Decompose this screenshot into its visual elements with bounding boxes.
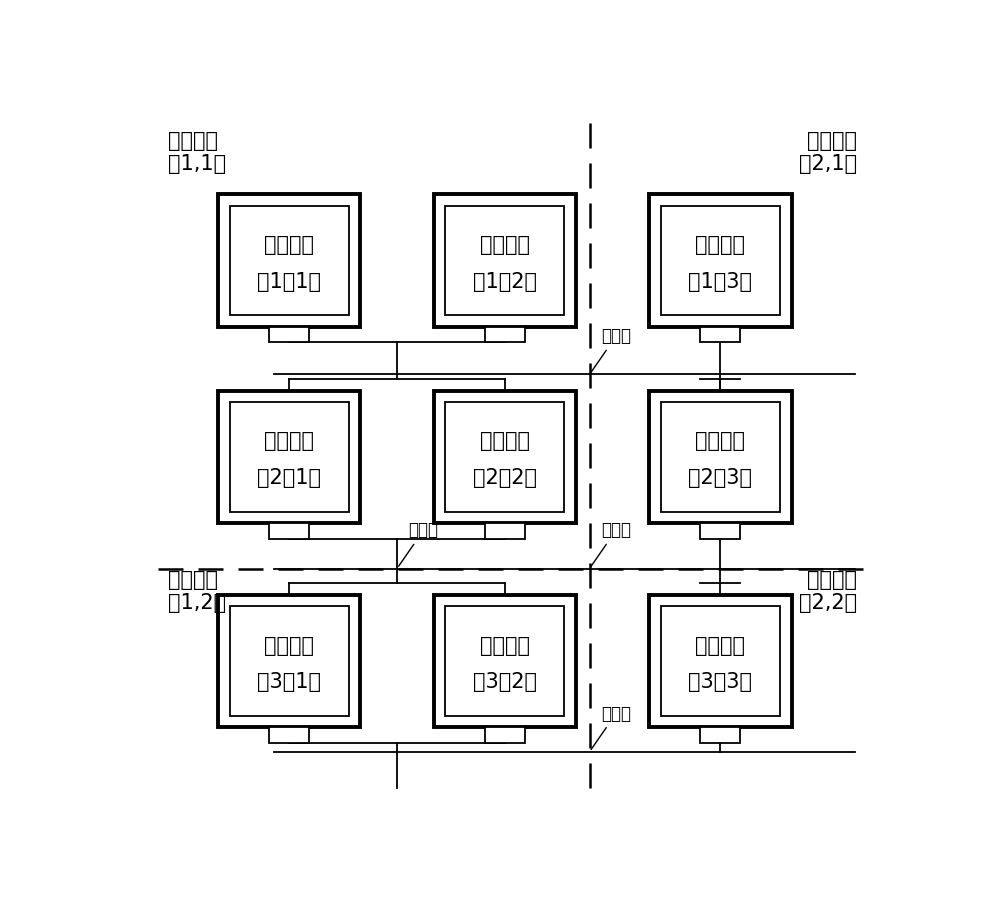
Bar xyxy=(434,595,576,727)
Text: 基本单元: 基本单元 xyxy=(264,636,314,656)
Bar xyxy=(661,206,780,316)
Bar xyxy=(700,327,740,342)
Text: 基本单元: 基本单元 xyxy=(264,432,314,452)
Bar xyxy=(269,327,309,342)
Bar xyxy=(445,402,564,512)
Text: 基本单元: 基本单元 xyxy=(480,235,530,255)
Text: （2，3）: （2，3） xyxy=(688,468,752,489)
Bar xyxy=(700,727,740,743)
Bar xyxy=(445,606,564,716)
Text: （1，3）: （1，3） xyxy=(688,272,752,292)
Text: 基本单元: 基本单元 xyxy=(264,235,314,255)
Bar xyxy=(218,391,360,523)
Bar xyxy=(230,206,349,316)
Text: （1，2）: （1，2） xyxy=(473,272,537,292)
Text: 隔断管: 隔断管 xyxy=(591,705,631,749)
Bar xyxy=(485,727,525,743)
Text: （3，2）: （3，2） xyxy=(473,672,537,692)
Bar xyxy=(661,606,780,716)
Text: 复合单元
（1,1）: 复合单元 （1,1） xyxy=(168,132,226,174)
Bar xyxy=(218,194,360,327)
Text: 复合单元
（2,2）: 复合单元 （2,2） xyxy=(799,571,857,613)
Bar xyxy=(485,523,525,539)
Bar xyxy=(434,391,576,523)
Text: 基本单元: 基本单元 xyxy=(480,636,530,656)
Text: （3，3）: （3，3） xyxy=(688,672,752,692)
Bar xyxy=(649,595,792,727)
Bar xyxy=(649,391,792,523)
Text: （3，1）: （3，1） xyxy=(257,672,321,692)
Text: 隔断管: 隔断管 xyxy=(591,327,631,372)
Text: 隔断管: 隔断管 xyxy=(399,522,439,566)
Text: 基本单元: 基本单元 xyxy=(695,235,745,255)
Text: 基本单元: 基本单元 xyxy=(480,432,530,452)
Bar xyxy=(230,606,349,716)
Bar xyxy=(269,523,309,539)
Text: 基本单元: 基本单元 xyxy=(695,432,745,452)
Bar xyxy=(269,727,309,743)
Text: （2，1）: （2，1） xyxy=(257,468,321,489)
Text: 复合单元
（1,2）: 复合单元 （1,2） xyxy=(168,571,226,613)
Bar xyxy=(445,206,564,316)
Text: 隔断管: 隔断管 xyxy=(591,522,631,566)
Bar xyxy=(230,402,349,512)
Text: 基本单元: 基本单元 xyxy=(695,636,745,656)
Bar xyxy=(700,523,740,539)
Bar xyxy=(661,402,780,512)
Text: （2，2）: （2，2） xyxy=(473,468,537,489)
Bar xyxy=(649,194,792,327)
Bar xyxy=(218,595,360,727)
Bar xyxy=(485,327,525,342)
Bar xyxy=(434,194,576,327)
Text: （1，1）: （1，1） xyxy=(257,272,321,292)
Text: 复合单元
（2,1）: 复合单元 （2,1） xyxy=(799,132,857,174)
